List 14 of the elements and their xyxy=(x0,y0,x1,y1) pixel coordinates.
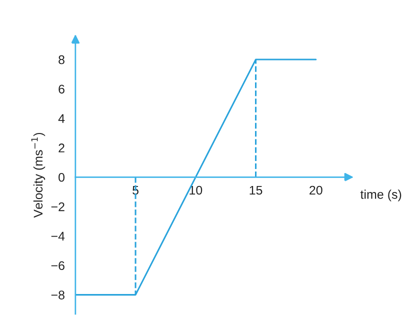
y-tick-label: 6 xyxy=(58,84,64,94)
x-tick-label: 15 xyxy=(250,186,262,195)
y-tick-label: −8 xyxy=(51,290,64,300)
y-tick-label: −4 xyxy=(51,232,65,241)
y-axis-title: Velocity (ms$^{−1}$) xyxy=(31,132,46,218)
y-tick-label: 2 xyxy=(58,144,64,152)
y-tick-label: −6 xyxy=(51,261,64,270)
y-tick-label: −2 xyxy=(51,202,64,212)
x-tick-label: 10 xyxy=(190,186,202,195)
y-tick-label: 8 xyxy=(58,55,64,64)
y-tick-label: 0 xyxy=(58,172,65,182)
y-tick-label: 4 xyxy=(58,114,65,123)
x-axis-title: time (s) xyxy=(360,190,402,202)
x-tick-label: 20 xyxy=(310,186,322,195)
